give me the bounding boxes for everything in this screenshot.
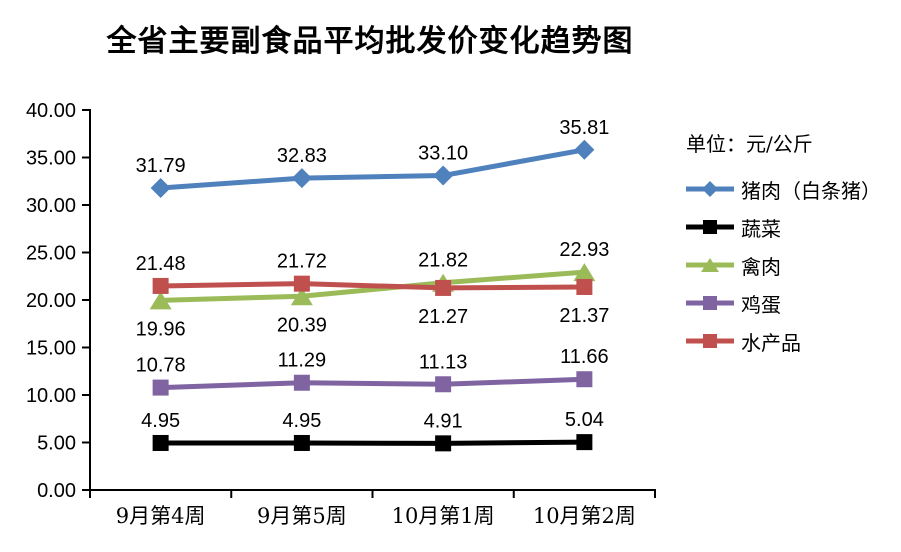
y-tick-label: 35.00	[26, 148, 76, 170]
series-line-猪肉（白条猪）	[160, 147, 585, 191]
series-marker-禽肉	[573, 263, 596, 282]
series-marker-蔬菜	[293, 434, 310, 451]
x-category-label: 9月第4周	[116, 504, 206, 528]
data-label-水产品: 21.72	[277, 251, 327, 273]
legend-item-3: 鸡蛋	[686, 284, 901, 322]
legend-item-2: 禽肉	[686, 246, 901, 284]
y-tick-label: 25.00	[26, 243, 76, 265]
y-tick-label: 30.00	[26, 195, 76, 217]
unit-label: 单位：元/公斤	[686, 132, 813, 156]
series-marker-猪肉（白条猪）	[433, 165, 454, 186]
data-label-禽肉: 20.39	[277, 314, 327, 336]
y-tick-label: 0.00	[37, 480, 76, 502]
series-line-水产品	[160, 281, 585, 291]
series-line-禽肉	[160, 269, 585, 303]
series-marker-水产品	[293, 275, 310, 292]
series-marker-鸡蛋	[576, 371, 593, 388]
data-label-禽肉: 22.93	[559, 239, 609, 261]
data-label-水产品: 21.48	[136, 253, 186, 275]
y-tick-label: 5.00	[37, 433, 76, 455]
legend-marker-shape	[703, 220, 717, 234]
y-tick-label: 15.00	[26, 338, 76, 360]
data-label-禽肉: 21.82	[418, 250, 468, 272]
series-marker-猪肉（白条猪）	[150, 177, 171, 198]
data-label-鸡蛋: 10.78	[136, 355, 186, 377]
data-label-水产品: 21.37	[559, 305, 609, 327]
legend-label: 禽肉	[741, 254, 781, 279]
series-line-蔬菜	[160, 439, 585, 446]
series-marker-水产品	[435, 279, 452, 296]
legend-label: 水产品	[741, 330, 801, 355]
chart-title: 全省主要副食品平均批发价变化趋势图	[106, 24, 634, 59]
series-line-鸡蛋	[160, 376, 585, 391]
data-label-猪肉（白条猪）: 35.81	[559, 117, 609, 139]
data-label-蔬菜: 4.95	[141, 410, 180, 432]
legend: 单位：元/公斤 猪肉（白条猪） 蔬菜禽肉鸡蛋水产品	[686, 132, 901, 360]
series-marker-鸡蛋	[293, 374, 310, 391]
x-category-label: 10月第2周	[533, 504, 636, 528]
data-label-蔬菜: 4.91	[424, 410, 463, 432]
legend-triangle-marker-icon	[686, 258, 734, 272]
legend-square-marker-icon	[686, 296, 734, 310]
x-category-label: 10月第1周	[392, 504, 495, 528]
data-label-鸡蛋: 11.66	[560, 346, 609, 368]
series-marker-禽肉	[149, 291, 172, 310]
data-label-猪肉（白条猪）: 32.83	[277, 145, 327, 167]
series-marker-鸡蛋	[435, 376, 452, 393]
data-label-蔬菜: 4.95	[282, 410, 321, 432]
series-marker-鸡蛋	[152, 379, 169, 396]
legend-diamond-marker-icon	[686, 181, 734, 197]
legend-item-4: 水产品	[686, 322, 901, 360]
legend-items: 猪肉（白条猪） 蔬菜禽肉鸡蛋水产品	[686, 170, 901, 360]
data-label-猪肉（白条猪）: 33.10	[418, 143, 468, 165]
data-label-禽肉: 19.96	[136, 318, 186, 340]
legend-label: 鸡蛋	[741, 292, 781, 317]
series-marker-蔬菜	[152, 434, 169, 451]
series-marker-蔬菜	[435, 435, 452, 452]
legend-label: 猪肉（白条猪）	[741, 178, 881, 203]
legend-item-0: 猪肉（白条猪）	[686, 170, 901, 208]
series-marker-水产品	[576, 278, 593, 295]
series-marker-猪肉（白条猪）	[574, 139, 595, 160]
data-label-蔬菜: 5.04	[565, 409, 604, 431]
series-marker-猪肉（白条猪）	[291, 168, 312, 189]
x-category-label: 9月第5周	[257, 504, 347, 528]
legend-square-marker-icon	[686, 334, 734, 348]
y-tick-label: 40.00	[26, 100, 76, 122]
legend-item-1: 蔬菜	[686, 208, 901, 246]
legend-marker-shape	[701, 258, 719, 272]
data-label-猪肉（白条猪）: 31.79	[136, 155, 186, 177]
legend-label: 蔬菜	[741, 216, 781, 241]
legend-square-marker-icon	[686, 220, 734, 234]
legend-marker-shape	[703, 296, 717, 310]
series-marker-禽肉	[290, 287, 313, 306]
y-tick-label: 10.00	[26, 385, 76, 407]
legend-marker-shape	[703, 334, 717, 348]
data-label-水产品: 21.27	[418, 306, 468, 328]
y-tick-label: 20.00	[26, 290, 76, 312]
series-marker-水产品	[152, 277, 169, 294]
data-label-鸡蛋: 11.13	[419, 351, 468, 373]
data-label-鸡蛋: 11.29	[278, 350, 327, 372]
series-marker-蔬菜	[576, 434, 593, 451]
legend-marker-shape	[702, 181, 718, 197]
